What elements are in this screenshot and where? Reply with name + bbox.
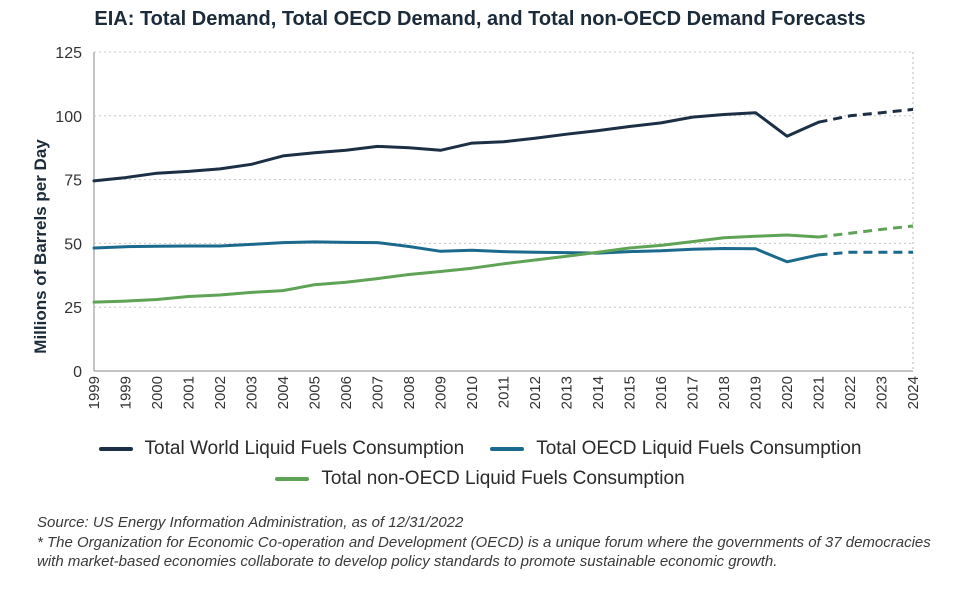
x-tick-label: 2024 — [905, 376, 922, 409]
x-tick-label: 1999 — [86, 376, 103, 409]
x-tick-label: 2010 — [464, 376, 481, 409]
series-forecast-2 — [818, 224, 914, 239]
x-tick-label: 2000 — [149, 376, 166, 409]
x-tick-label: 2002 — [212, 376, 229, 409]
chart-title: EIA: Total Demand, Total OECD Demand, an… — [94, 8, 866, 30]
series-forecast-0 — [818, 107, 914, 124]
chart-labels: 0 25 50 75 100 125 1999 1999 2000 2001 2002 2003 200… — [31, 45, 922, 409]
y-tick-label: 100 — [55, 109, 82, 126]
x-tick-label: 2014 — [590, 376, 607, 409]
oecd-footnote: * The Organization for Economic Co-opera… — [37, 534, 931, 570]
y-tick-label: 0 — [73, 364, 82, 381]
legend: Total World Liquid Fuels Consumption Tot… — [0, 438, 960, 460]
x-tick-label: 2003 — [244, 376, 261, 409]
legend-item-oecd: Total OECD Liquid Fuels Consumption — [490, 438, 861, 460]
series-forecast-1 — [818, 250, 913, 257]
y-tick-label: 75 — [64, 173, 82, 190]
x-tick-label: 2004 — [275, 376, 292, 409]
y-tick-label: 50 — [64, 236, 82, 253]
x-tick-label: 2011 — [496, 376, 513, 408]
legend-label-oecd: Total OECD Liquid Fuels Consumption — [536, 438, 862, 459]
x-tick-label: 2001 — [181, 376, 198, 409]
x-tick-label: 2020 — [779, 376, 796, 409]
x-tick-label: 2019 — [748, 376, 765, 409]
legend-item-nonoecd: Total non-OECD Liquid Fuels Consumption — [275, 468, 685, 490]
x-tick-label: 2018 — [716, 376, 733, 409]
y-tick-label: 125 — [55, 45, 82, 62]
series-line-0 — [92, 111, 820, 183]
series-line-1 — [92, 240, 820, 264]
x-tick-label: 2022 — [842, 376, 859, 409]
x-tick-label: 2013 — [559, 376, 576, 409]
chart-series — [92, 107, 914, 304]
y-tick-label: 25 — [64, 300, 82, 317]
x-tick-label: 1999 — [118, 376, 135, 409]
x-tick-label: 2006 — [338, 376, 355, 409]
x-tick-label: 2009 — [433, 376, 450, 409]
x-tick-label: 2017 — [685, 376, 702, 409]
x-tick-label: 2021 — [811, 376, 828, 409]
chart-axes — [93, 51, 914, 372]
x-tick-label: 2007 — [370, 376, 387, 409]
x-tick-label: 2005 — [307, 376, 324, 409]
x-tick-label: 2012 — [527, 376, 544, 409]
legend-swatch-world — [98, 447, 133, 451]
source-note: Source: US Energy Information Administra… — [37, 514, 464, 531]
legend-row-2: Total non-OECD Liquid Fuels Consumption — [0, 468, 960, 490]
legend-swatch-oecd — [490, 447, 525, 451]
x-tick-label: 2008 — [401, 376, 418, 409]
legend-item-world: Total World Liquid Fuels Consumption — [98, 438, 465, 460]
y-axis-title: Millions of Barrels per Day — [31, 139, 50, 354]
series-line-2 — [92, 233, 820, 304]
x-tick-label: 2023 — [874, 376, 891, 409]
x-tick-label: 2015 — [622, 376, 639, 409]
legend-label-world: Total World Liquid Fuels Consumption — [144, 438, 465, 459]
legend-swatch-nonoecd — [275, 477, 310, 481]
legend-label-nonoecd: Total non-OECD Liquid Fuels Consumption — [321, 468, 685, 489]
x-tick-label: 2016 — [653, 376, 670, 409]
